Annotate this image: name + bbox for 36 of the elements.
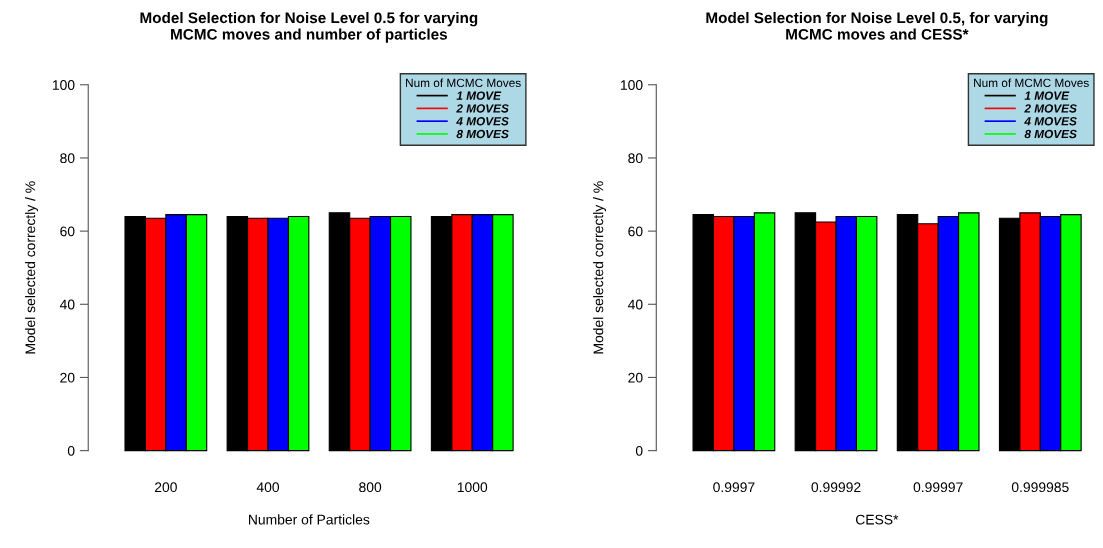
y-tick-label: 0 xyxy=(635,445,643,456)
y-axis-title: Model selected correctly / % xyxy=(25,181,38,354)
y-tick-label: 40 xyxy=(59,299,75,310)
y-tick-label: 80 xyxy=(60,153,75,164)
x-tick-label: 400 xyxy=(256,482,280,493)
y-tick-label: 100 xyxy=(52,80,75,90)
x-tick-label: 0.99997 xyxy=(913,482,963,493)
legend-label: 4 MOVES xyxy=(1024,117,1077,126)
x-axis-title: Number of Particles xyxy=(249,514,370,525)
legend-label: 1 MOVE xyxy=(456,91,502,100)
legend-label: 8 MOVES xyxy=(456,129,509,139)
legend-label: 2 MOVES xyxy=(456,104,509,113)
y-tick-label: 20 xyxy=(628,372,643,383)
x-tick-label: 0.999985 xyxy=(1011,482,1069,493)
x-tick-label: 1000 xyxy=(457,482,488,493)
y-tick-label: 60 xyxy=(60,226,75,237)
y-tick-label: 40 xyxy=(627,299,643,310)
x-tick-label: 0.99992 xyxy=(811,482,861,493)
y-tick-label: 20 xyxy=(60,372,75,383)
chart-title: Model Selection for Noise Level 0.5, for varying MCMC moves and CESS* xyxy=(706,11,1048,40)
x-tick-label: 0.9997 xyxy=(713,482,755,493)
chart-title: Model Selection for Noise Level 0.5 for varying MCMC moves and number of particles xyxy=(140,11,478,43)
x-tick-label: 200 xyxy=(154,482,177,493)
legend-title: Num of MCMC Moves xyxy=(406,78,521,88)
y-tick-label: 60 xyxy=(628,226,643,237)
legend-label: 4 MOVES xyxy=(456,117,509,126)
y-tick-label: 0 xyxy=(67,445,75,456)
legend-label: 8 MOVES xyxy=(1024,129,1077,139)
legend-label: 2 MOVES xyxy=(1024,104,1077,113)
y-axis-title: Model selected correctly / % xyxy=(593,181,607,354)
x-tick-label: 800 xyxy=(359,482,382,493)
y-tick-label: 80 xyxy=(628,153,643,164)
legend-label: 1 MOVE xyxy=(1024,91,1070,100)
legend-title: Num of MCMC Moves xyxy=(974,78,1089,88)
y-tick-label: 100 xyxy=(620,80,643,90)
x-axis-title: CESS* xyxy=(855,514,899,525)
